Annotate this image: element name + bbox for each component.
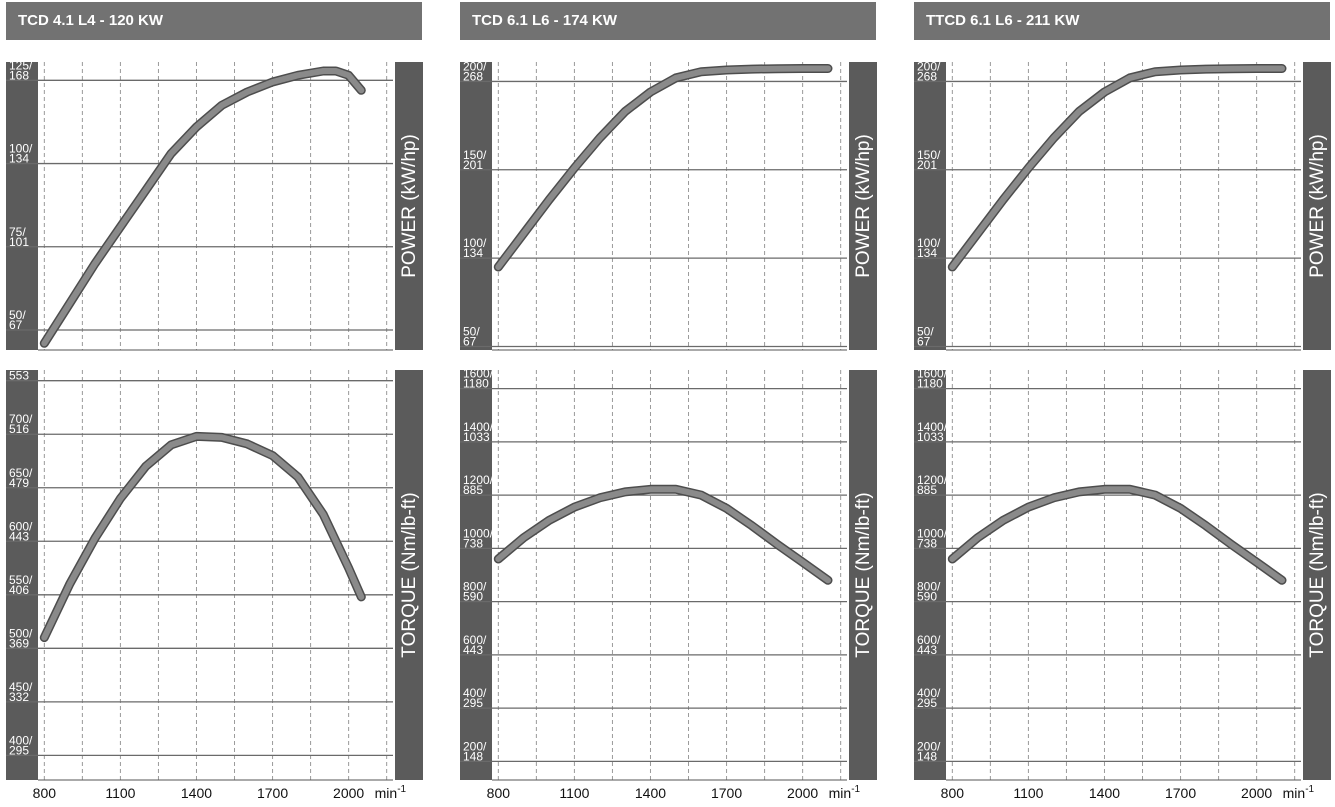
- title-band: [849, 370, 877, 780]
- plot-area: [38, 370, 393, 780]
- axis-title: POWER (kW/hp): [853, 134, 874, 278]
- series-line: [495, 65, 831, 270]
- engine-title-1: TCD 4.1 L4 - 120 KW: [6, 2, 422, 40]
- axis-title: TORQUE (Nm/lb-ft): [399, 492, 420, 657]
- x-tick-label: 2000: [333, 785, 364, 801]
- x-tick-label: 800: [487, 785, 511, 801]
- y-tick-label: 1400/1033: [463, 420, 494, 444]
- x-tick-label: 2000: [787, 785, 818, 801]
- series-line: [949, 486, 1285, 584]
- title-band: [1303, 62, 1331, 350]
- y-tick-label: 400/295: [917, 686, 941, 710]
- x-tick-label: 1400: [1089, 785, 1120, 801]
- y-tick-label: 50/67: [917, 324, 934, 348]
- plot-area: [946, 62, 1301, 350]
- y-tick-label: 550/406: [9, 573, 33, 597]
- axis-title: POWER (kW/hp): [1307, 134, 1328, 278]
- y-tick-label: 50/67: [463, 324, 480, 348]
- x-unit-label: min-1: [1283, 784, 1315, 801]
- axis-title: POWER (kW/hp): [399, 134, 420, 278]
- y-tick-label: 800/590: [917, 580, 941, 604]
- y-tick-label: 600/443: [9, 519, 33, 543]
- y-tick-label: 600/443: [463, 633, 487, 657]
- y-tick-label: 200/148: [917, 739, 941, 763]
- engine-title-2: TCD 6.1 L6 - 174 KW: [460, 2, 876, 40]
- chart-3: 200/268 150/201 100/134 50/67 POWER (kW/hp): [460, 59, 877, 351]
- y-tick-label: 75/101: [9, 225, 29, 249]
- y-tick-label: 200/268: [463, 59, 487, 83]
- x-unit-label: min-1: [375, 784, 407, 801]
- y-tick-label: 1600/1180: [463, 367, 494, 391]
- x-tick-label: 1400: [181, 785, 212, 801]
- x-tick-label: 1700: [257, 785, 288, 801]
- y-tick-label: 800/590: [463, 580, 487, 604]
- chart-4: 1600/1180 1400/1033 1200/885 1000/738 800/59…: [460, 367, 877, 801]
- x-tick-label: 800: [33, 785, 57, 801]
- x-tick-label: 1100: [559, 785, 589, 801]
- y-tick-label: 600/443: [917, 633, 941, 657]
- engine-title-3: TTCD 6.1 L6 - 211 KW: [914, 2, 1330, 40]
- chart-6: 1600/1180 1400/1033 1200/885 1000/738 800/59…: [914, 367, 1331, 801]
- y-label-band: [914, 370, 946, 780]
- series-line: [41, 433, 365, 641]
- y-tick-label: 125/168: [9, 58, 33, 82]
- x-tick-label: 1100: [1013, 785, 1043, 801]
- x-tick-label: 2000: [1241, 785, 1272, 801]
- y-tick-label: 100/134: [917, 236, 941, 260]
- y-label-band: [6, 62, 38, 350]
- y-tick-label: 100/134: [463, 236, 487, 260]
- y-tick-label: 700/516: [9, 412, 33, 436]
- y-tick-label: 150/201: [917, 148, 941, 172]
- plot-area: [492, 370, 847, 780]
- y-tick-label: 50/67: [9, 308, 26, 332]
- axis-title: TORQUE (Nm/lb-ft): [1307, 492, 1328, 657]
- y-tick-label: 450/332: [9, 680, 33, 704]
- y-tick-label: 150/201: [463, 148, 487, 172]
- x-tick-label: 1100: [105, 785, 135, 801]
- x-tick-label: 1700: [1165, 785, 1196, 801]
- x-unit-label: min-1: [829, 784, 861, 801]
- y-tick-label: 750/553: [9, 359, 33, 383]
- y-tick-label: 1200/885: [917, 473, 948, 497]
- y-tick-label: 200/268: [917, 59, 941, 83]
- plot-area: [946, 370, 1301, 780]
- y-tick-label: 100/134: [9, 142, 33, 166]
- y-label-band: [460, 370, 492, 780]
- axis-title: TORQUE (Nm/lb-ft): [853, 492, 874, 657]
- x-tick-label: 1700: [711, 785, 742, 801]
- y-label-band: [460, 62, 492, 350]
- y-tick-label: 1400/1033: [917, 420, 948, 444]
- series-line: [41, 68, 365, 347]
- chart-1: 125/168 100/134 75/101 50/67 POWER (kW/hp): [6, 58, 423, 351]
- x-tick-label: 800: [941, 785, 965, 801]
- y-tick-label: 400/295: [9, 733, 33, 757]
- y-tick-label: 1000/738: [917, 526, 948, 550]
- y-tick-label: 1600/1180: [917, 367, 948, 391]
- y-tick-label: 1000/738: [463, 526, 494, 550]
- x-tick-label: 1400: [635, 785, 666, 801]
- title-band: [1303, 370, 1331, 780]
- y-tick-label: 200/148: [463, 739, 487, 763]
- y-label-band: [914, 62, 946, 350]
- title-band: [395, 370, 423, 780]
- title-band: [395, 62, 423, 350]
- series-line: [949, 65, 1285, 270]
- y-tick-label: 500/369: [9, 626, 33, 650]
- plot-area: [492, 62, 847, 350]
- chart-5: 200/268 150/201 100/134 50/67 POWER (kW/hp): [914, 59, 1331, 351]
- chart-2: 750/553 700/516 650/479 600/443 550/406 500/3…: [6, 359, 423, 801]
- y-tick-label: 1200/885: [463, 473, 494, 497]
- series-line: [495, 486, 831, 584]
- title-band: [849, 62, 877, 350]
- y-tick-label: 400/295: [463, 686, 487, 710]
- y-label-band: [6, 370, 38, 780]
- y-tick-label: 650/479: [9, 466, 33, 490]
